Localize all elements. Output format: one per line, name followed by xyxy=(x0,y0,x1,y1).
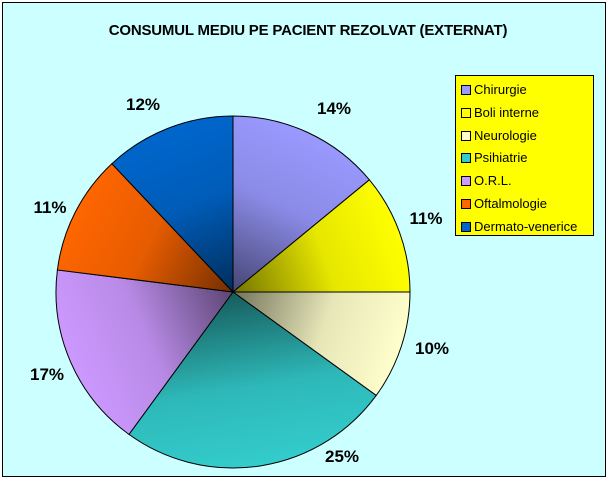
legend-item: Oftalmologie xyxy=(456,193,593,216)
legend-label: Neurologie xyxy=(474,127,537,143)
data-label-neurologie: 10% xyxy=(415,339,449,358)
legend-label: Oftalmologie xyxy=(474,195,547,211)
pie-chart: 14% 11% 10% 25% 17% 11% 12% xyxy=(30,95,449,469)
data-label-chirurgie: 14% xyxy=(317,99,351,118)
pie-slice-dermato-venerice xyxy=(111,115,234,294)
legend-label: Boli interne xyxy=(474,104,540,120)
legend-label: O.R.L. xyxy=(474,173,512,189)
legend: Chirurgie Boli interne Neurologie Psihiatri… xyxy=(455,75,594,236)
legend-item: Neurologie xyxy=(456,125,593,148)
pie-slice-o-r-l xyxy=(55,269,234,436)
chart-title: CONSUMUL MEDIU PE PACIENT REZOLVAT (EXTE… xyxy=(108,22,508,39)
legend-swatch xyxy=(461,130,471,141)
legend-item: Psihiatrie xyxy=(456,147,593,170)
data-label-o-r-l: 17% xyxy=(30,365,64,384)
legend-label: Dermato-venerice xyxy=(474,218,578,234)
data-label-oftalmologie: 11% xyxy=(33,198,66,217)
pie-slice-psihiatrie xyxy=(128,291,377,469)
data-label-dermato-venerice: 12% xyxy=(126,95,160,114)
legend-swatch xyxy=(461,176,471,187)
legend-swatch xyxy=(461,85,471,95)
pie-slice-neurologie xyxy=(231,291,411,397)
legend-swatch xyxy=(461,198,471,209)
legend-label: Psihiatrie xyxy=(474,150,528,166)
pie-slice-chirurgie xyxy=(232,115,371,294)
legend-swatch xyxy=(461,153,471,164)
legend-item: Chirurgie xyxy=(456,79,593,102)
legend-label: Chirurgie xyxy=(474,82,527,97)
legend-item: Boli interne xyxy=(456,102,593,125)
pie-slice-oftalmologie xyxy=(56,162,235,293)
pie-slice-boli-interne xyxy=(231,179,411,293)
chart-area: CONSUMUL MEDIU PE PACIENT REZOLVAT (EXTE… xyxy=(2,2,606,477)
legend-item: Dermato-venerice xyxy=(456,216,593,239)
legend-swatch xyxy=(461,221,471,232)
data-label-boli-interne: 11% xyxy=(409,209,442,228)
legend-item: O.R.L. xyxy=(456,170,593,193)
legend-swatch xyxy=(461,107,471,118)
data-label-psihiatrie: 25% xyxy=(325,447,359,466)
